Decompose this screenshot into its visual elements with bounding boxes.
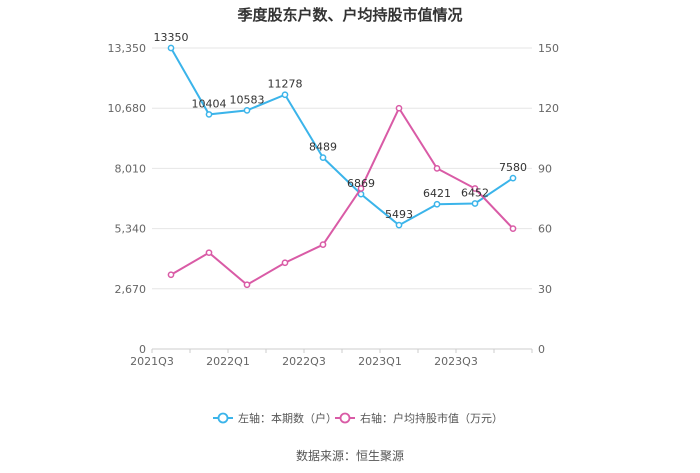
data-label: 11278 — [268, 78, 303, 91]
right-axis-tick-label: 60 — [538, 223, 552, 236]
legend-marker-2 — [339, 412, 351, 424]
data-point — [471, 200, 479, 207]
data-label: 5493 — [385, 208, 413, 221]
x-axis-tick-label: 2023Q3 — [434, 355, 478, 368]
data-label: 10404 — [192, 97, 227, 110]
data-label: 7580 — [499, 161, 527, 174]
legend: 左轴：本期数（户） 右轴：户均持股市值（万元） — [213, 411, 503, 425]
data-point — [243, 281, 251, 289]
source-note: 数据来源：恒生聚源 — [296, 448, 404, 463]
data-label: 10583 — [230, 93, 265, 106]
data-point — [167, 271, 175, 279]
series-lines — [167, 44, 517, 289]
data-point — [205, 111, 213, 118]
data-point — [167, 44, 175, 52]
data-label: 8489 — [309, 141, 337, 154]
axes: 0 0 2,670 30 5,340 60 8,010 90 10,680 120 13,350 15… — [108, 42, 560, 368]
data-point — [205, 249, 213, 257]
x-axis-tick-label: 2022Q3 — [282, 355, 326, 368]
series-line-1 — [170, 47, 514, 227]
data-point — [319, 241, 327, 249]
data-label: 6869 — [347, 177, 375, 190]
right-axis-tick-label: 150 — [538, 42, 559, 55]
data-point — [509, 174, 517, 182]
right-axis-tick-label: 120 — [538, 102, 559, 115]
chart-title: 季度股东户数、户均持股市值情况 — [237, 6, 462, 24]
right-axis-tick-label: 0 — [538, 343, 545, 356]
data-point — [243, 107, 251, 114]
right-axis-tick-label: 90 — [538, 162, 552, 175]
series-line-2 — [170, 106, 514, 287]
data-label: 6421 — [423, 187, 451, 200]
left-axis-tick-label: 8,010 — [115, 162, 147, 175]
data-point — [357, 185, 365, 192]
data-point — [433, 165, 441, 172]
data-point — [471, 185, 479, 192]
legend-marker-1 — [217, 412, 229, 424]
left-axis-tick-label: 13,350 — [108, 42, 147, 55]
data-point — [433, 200, 441, 208]
data-point — [509, 225, 517, 232]
data-point — [281, 259, 289, 267]
data-label: 13350 — [154, 31, 189, 44]
x-axis-tick-label: 2022Q1 — [206, 355, 250, 368]
data-point — [395, 221, 403, 229]
x-axis-tick-label: 2021Q3 — [130, 355, 174, 368]
data-point — [319, 154, 327, 161]
left-axis-tick-label: 10,680 — [108, 102, 147, 115]
legend-label-2: 右轴：户均持股市值（万元） — [360, 411, 503, 425]
left-axis-tick-label: 0 — [139, 343, 146, 356]
data-point — [281, 91, 289, 99]
data-point — [395, 104, 403, 112]
left-axis-tick-label: 2,670 — [115, 283, 147, 296]
x-axis-tick-label: 2023Q1 — [358, 355, 402, 368]
left-axis-tick-label: 5,340 — [115, 223, 147, 236]
grid-lines — [152, 47, 532, 350]
legend-label-1: 左轴：本期数（户） — [238, 411, 337, 425]
right-axis-tick-label: 30 — [538, 283, 552, 296]
data-label: 6452 — [461, 187, 489, 200]
